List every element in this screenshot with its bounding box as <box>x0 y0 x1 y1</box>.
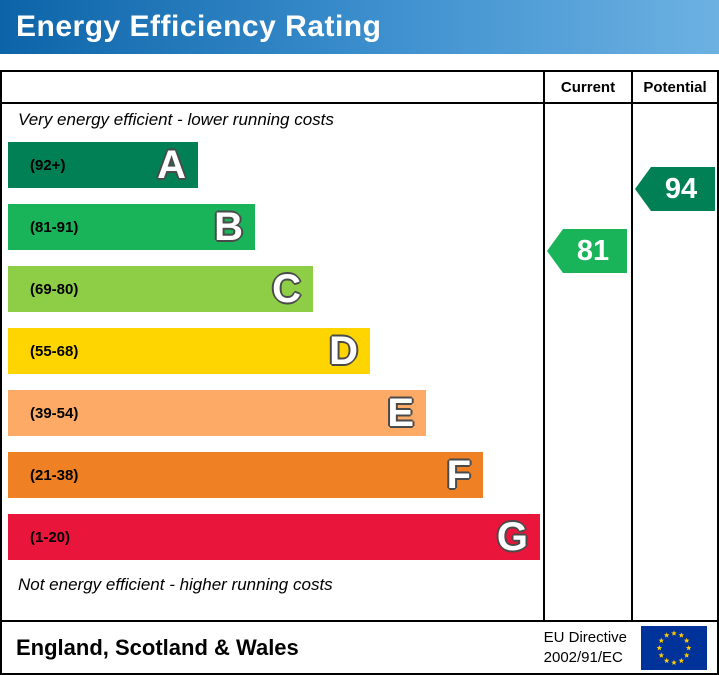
band-range-label: (21-38) <box>30 466 79 484</box>
band-range-label: (69-80) <box>30 280 79 298</box>
region-label: England, Scotland & Wales <box>16 634 299 660</box>
band-row-e: (39-54) E <box>8 390 426 436</box>
eu-directive-line2: 2002/91/EC <box>543 648 623 666</box>
band-row-c: (69-80) C <box>8 266 313 312</box>
bottom-note: Not energy efficient - higher running co… <box>18 575 333 594</box>
band-row-d: (55-68) D <box>8 328 370 374</box>
potential-column-divider <box>631 72 633 620</box>
current-rating-value: 81 <box>576 234 610 267</box>
band-letter: C <box>272 267 301 311</box>
current-column-divider <box>543 72 545 620</box>
title-bar: Energy Efficiency Rating <box>0 0 719 54</box>
footer: England, Scotland & Wales EU Directive 2… <box>2 620 717 673</box>
eu-directive-line1: EU Directive <box>543 629 627 646</box>
potential-rating-arrow: 94 <box>635 167 715 211</box>
eu-flag-icon <box>641 625 707 670</box>
band-row-g: (1-20) G <box>8 514 540 560</box>
band-range-label: (39-54) <box>30 404 79 422</box>
page-title: Energy Efficiency Rating <box>16 10 382 43</box>
band-letter: E <box>387 391 414 435</box>
band-range-label: (1-20) <box>30 528 71 546</box>
current-rating-arrow: 81 <box>547 229 627 273</box>
current-column-header: Current <box>560 78 616 96</box>
epc-table: Current Potential Very energy efficient … <box>0 70 719 675</box>
potential-column-header: Potential <box>643 78 707 96</box>
band-letter: D <box>329 329 358 373</box>
band-row-a: (92+) A <box>8 142 198 188</box>
top-note: Very energy efficient - lower running co… <box>18 110 334 129</box>
band-letter: G <box>496 515 528 559</box>
band-range-label: (55-68) <box>30 342 79 360</box>
band-letter: A <box>157 143 186 187</box>
potential-rating-value: 94 <box>664 172 698 205</box>
eu-directive-label: EU Directive 2002/91/EC <box>544 628 627 667</box>
band-range-label: (92+) <box>30 156 66 174</box>
chart-area: Current Potential Very energy efficient … <box>2 72 717 620</box>
band-row-b: (81-91) B <box>8 204 255 250</box>
band-row-f: (21-38) F <box>8 452 483 498</box>
band-range-label: (81-91) <box>30 218 79 236</box>
band-letter: F <box>446 453 471 497</box>
band-letter: B <box>214 205 243 249</box>
header-row: Current Potential <box>2 72 717 104</box>
